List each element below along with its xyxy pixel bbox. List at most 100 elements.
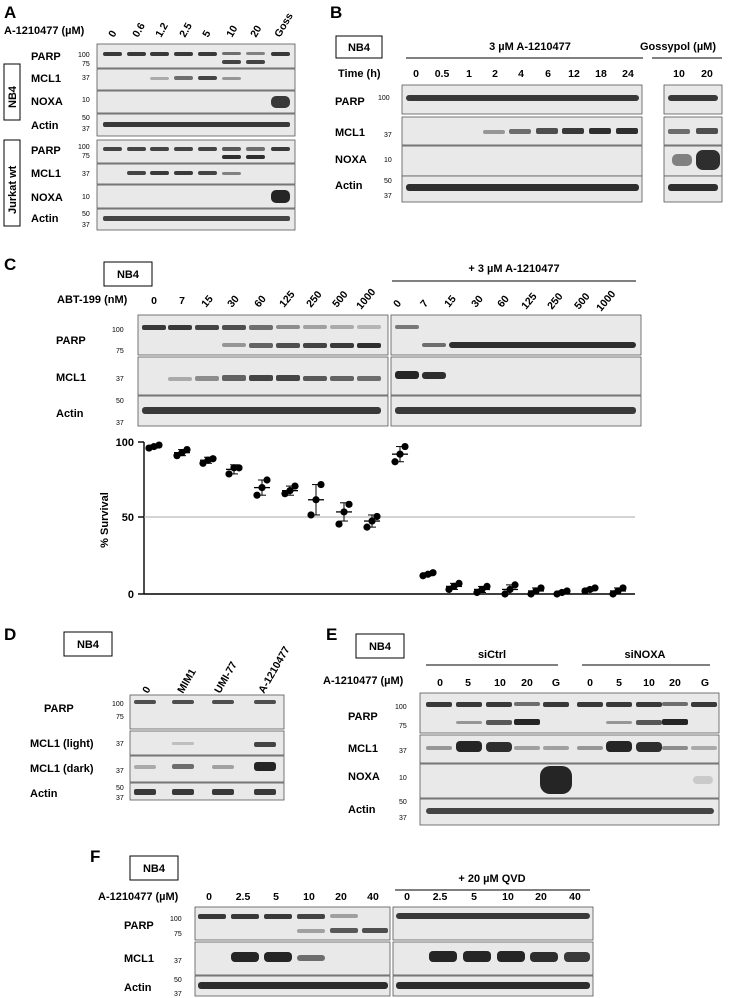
panel-a-lane-labels: 0 0.6 1.2 2.5 5 10 20 Goss [106,11,296,40]
band [303,325,327,329]
lane-label: 7 [179,295,185,307]
band [198,982,388,989]
band [249,325,273,330]
band [212,765,234,769]
lane-label: 7 [418,298,431,310]
data-point [253,491,261,499]
lane-label: 5 [471,891,477,903]
row-label-mcl1: MCL1 [348,743,378,755]
cell-tag [355,633,405,659]
data-point [501,590,509,598]
lane-label: 10 [673,68,685,80]
row-label-noxa: NOXA [335,154,367,166]
mw-marker: 37 [116,376,124,383]
band [271,190,290,203]
panel-b-letter: B [330,3,342,22]
band [486,742,512,752]
cell-tag [129,855,179,881]
lane-label: A-1210477 [256,644,292,695]
bands [103,52,290,221]
band [271,96,290,108]
band [134,700,156,704]
band [172,700,194,704]
band [536,128,558,134]
data-point [258,484,266,492]
band [168,377,192,381]
data-point [506,585,514,594]
data-point [335,520,343,528]
data-point [401,442,409,451]
data-point [155,441,163,449]
data-point [483,582,491,591]
band [589,128,611,134]
cell-tag [63,631,113,657]
band [254,700,276,704]
row-label-noxa: NOXA [31,96,63,108]
band [449,342,636,348]
lane-label: 0 [106,28,119,39]
drug-label: ABT-199 (nM) [57,294,128,306]
band [127,147,146,151]
band [276,325,300,329]
group-label: siCtrl [478,649,506,661]
band [222,375,246,381]
lane-label: Goss [272,11,296,40]
band [222,147,241,151]
band [357,376,381,381]
band [172,789,194,795]
band [486,702,512,707]
band [127,52,146,56]
lane-label: 500 [330,289,351,310]
band [222,325,246,330]
band [150,147,169,151]
row-label-mcl1: MCL1 [31,73,61,85]
cell-tag-label: NB4 [143,863,166,875]
mw-marker: 37 [174,991,182,998]
data-point [291,482,299,490]
data-point [391,458,399,466]
panel-d-lane-labels: 0 MIM1 UMI-77 A-1210477 [140,644,292,695]
y-tick-label: 100 [116,437,134,449]
row-label-mcl1: MCL1 [31,168,61,180]
lane-label: 10 [494,677,506,689]
band [198,914,226,919]
lane-label: 20 [535,891,547,903]
band [103,147,122,151]
band [222,60,241,64]
lane-label: 20 [248,23,264,39]
band [246,52,265,55]
data-point [312,496,320,504]
blot-parp [194,906,391,941]
data-point [345,500,353,508]
panel-d-letter: D [4,625,16,644]
combo-label: + 20 µM QVD [458,873,525,885]
mw-marker: 37 [116,420,124,427]
blot-noxa [96,184,296,209]
band [246,155,265,159]
band [303,343,327,348]
group-label: Jurkat wt [7,165,19,214]
lane-label: 1 [466,68,472,80]
band [142,407,381,414]
band [222,52,241,55]
row-label-actin: Actin [56,408,84,420]
band [198,52,217,56]
bands [198,913,590,989]
row-label-actin: Actin [31,213,59,225]
mw-marker: 37 [82,222,90,229]
row-label-mcl1: MCL1 [124,953,154,965]
mw-marker: 10 [399,775,407,782]
band [696,150,720,170]
lane-label: G [701,677,709,689]
band [357,325,381,329]
band [150,77,169,80]
condition-label: A-1210477 (µM) [98,891,179,903]
treatment-label: Gossypol (µM) [640,41,716,53]
band [254,742,276,747]
data-point [368,517,376,525]
lane-label: 2.5 [433,891,448,903]
row-label-mcl1: MCL1 [56,372,86,384]
band [330,928,358,933]
band [362,928,388,933]
